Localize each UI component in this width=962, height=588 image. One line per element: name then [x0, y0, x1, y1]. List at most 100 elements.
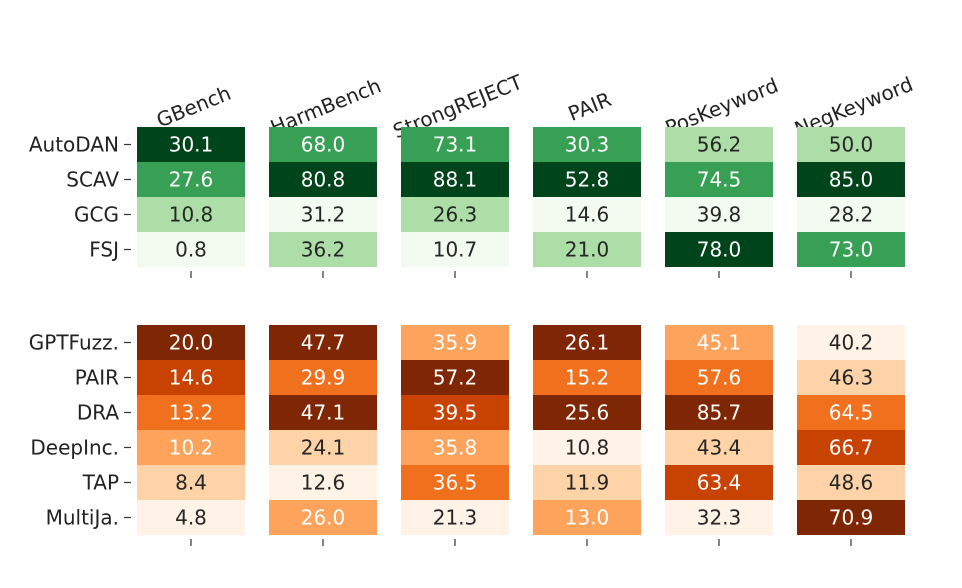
- cell-value: 31.2: [301, 203, 346, 227]
- cell-value: 66.7: [829, 436, 874, 460]
- heatmap-cell: [665, 325, 773, 360]
- heatmap-cell: [401, 197, 509, 232]
- heatmap-cell: [137, 360, 245, 395]
- cell-value: 46.3: [829, 366, 874, 390]
- heatmap-cell: [401, 430, 509, 465]
- heatmap-cell: [137, 465, 245, 500]
- heatmap-cell: [665, 232, 773, 267]
- cell-value: 56.2: [697, 133, 742, 157]
- cell-value: 30.3: [565, 133, 610, 157]
- heatmap-cell: [137, 162, 245, 197]
- row-label: FSJ: [89, 238, 119, 262]
- cell-value: 52.8: [565, 168, 610, 192]
- heatmap-cell: [269, 232, 377, 267]
- heatmap-cell: [533, 197, 641, 232]
- heatmap-cell: [401, 360, 509, 395]
- heatmap-cell: [533, 360, 641, 395]
- row-label: GPTFuzz.: [29, 331, 119, 355]
- heatmap-cell: [401, 395, 509, 430]
- heatmap-cell: [533, 500, 641, 535]
- heatmap-cell: [269, 395, 377, 430]
- heatmap-cell: [137, 325, 245, 360]
- cell-value: 57.6: [697, 366, 742, 390]
- cell-value: 78.0: [697, 238, 742, 262]
- heatmap-cell: [797, 395, 905, 430]
- heatmap-cell: [533, 395, 641, 430]
- cell-value: 14.6: [169, 366, 214, 390]
- cell-value: 39.8: [697, 203, 742, 227]
- cell-value: 48.6: [829, 471, 874, 495]
- heatmap-cell: [401, 232, 509, 267]
- cell-value: 25.6: [565, 401, 610, 425]
- cell-value: 21.3: [433, 506, 478, 530]
- cell-value: 14.6: [565, 203, 610, 227]
- cell-value: 85.0: [829, 168, 874, 192]
- cell-value: 15.2: [565, 366, 610, 390]
- heatmap-cell: [533, 127, 641, 162]
- cell-value: 73.0: [829, 238, 874, 262]
- cell-value: 57.2: [433, 366, 478, 390]
- cell-value: 64.5: [829, 401, 874, 425]
- cell-value: 36.5: [433, 471, 478, 495]
- heatmap-cell: [269, 500, 377, 535]
- heatmap-cell: [137, 197, 245, 232]
- cell-value: 43.4: [697, 436, 742, 460]
- cell-value: 20.0: [169, 331, 214, 355]
- heatmap-cell: [797, 197, 905, 232]
- heatmap-cell: [137, 500, 245, 535]
- cell-value: 47.7: [301, 331, 346, 355]
- heatmap-cell: [137, 430, 245, 465]
- heatmap-cell: [137, 232, 245, 267]
- cell-value: 10.7: [433, 238, 478, 262]
- cell-value: 10.8: [169, 203, 214, 227]
- heatmap-cell: [665, 360, 773, 395]
- heatmap-cell: [401, 162, 509, 197]
- heatmap-cell: [269, 197, 377, 232]
- cell-value: 21.0: [565, 238, 610, 262]
- row-label: PAIR: [75, 366, 119, 390]
- cell-value: 68.0: [301, 133, 346, 157]
- cell-value: 12.6: [301, 471, 346, 495]
- cell-value: 10.2: [169, 436, 214, 460]
- heatmap-cell: [269, 360, 377, 395]
- heatmap-cell: [533, 430, 641, 465]
- cell-value: 4.8: [175, 506, 207, 530]
- heatmap-cell: [533, 162, 641, 197]
- cell-value: 73.1: [433, 133, 478, 157]
- heatmap-cell: [665, 500, 773, 535]
- cell-value: 74.5: [697, 168, 742, 192]
- heatmap-cell: [401, 127, 509, 162]
- row-label: MultiJa.: [46, 506, 119, 530]
- cell-value: 35.8: [433, 436, 478, 460]
- cell-value: 8.4: [175, 471, 207, 495]
- heatmap-cell: [797, 360, 905, 395]
- heatmap-cell: [797, 465, 905, 500]
- cell-value: 26.3: [433, 203, 478, 227]
- heatmap-cell: [137, 127, 245, 162]
- cell-value: 11.9: [565, 471, 610, 495]
- heatmap-cell: [401, 465, 509, 500]
- heatmap-cell: [401, 500, 509, 535]
- column-label: PAIR: [565, 87, 615, 126]
- heatmap-cell: [665, 162, 773, 197]
- cell-value: 13.2: [169, 401, 214, 425]
- cell-value: 13.0: [565, 506, 610, 530]
- heatmap-cell: [533, 232, 641, 267]
- cell-value: 85.7: [697, 401, 742, 425]
- heatmap-cell: [269, 162, 377, 197]
- heatmap-cell: [269, 430, 377, 465]
- heatmap-cell: [797, 127, 905, 162]
- heatmap-cell: [797, 162, 905, 197]
- cell-value: 63.4: [697, 471, 742, 495]
- heatmap-cell: [665, 430, 773, 465]
- heatmap-cell: [797, 500, 905, 535]
- cell-value: 28.2: [829, 203, 874, 227]
- cell-value: 30.1: [169, 133, 214, 157]
- cell-value: 10.8: [565, 436, 610, 460]
- cell-value: 27.6: [169, 168, 214, 192]
- cell-value: 80.8: [301, 168, 346, 192]
- heatmap-cell: [533, 325, 641, 360]
- heatmap-cell: [665, 395, 773, 430]
- row-label: SCAV: [66, 168, 119, 192]
- cell-value: 24.1: [301, 436, 346, 460]
